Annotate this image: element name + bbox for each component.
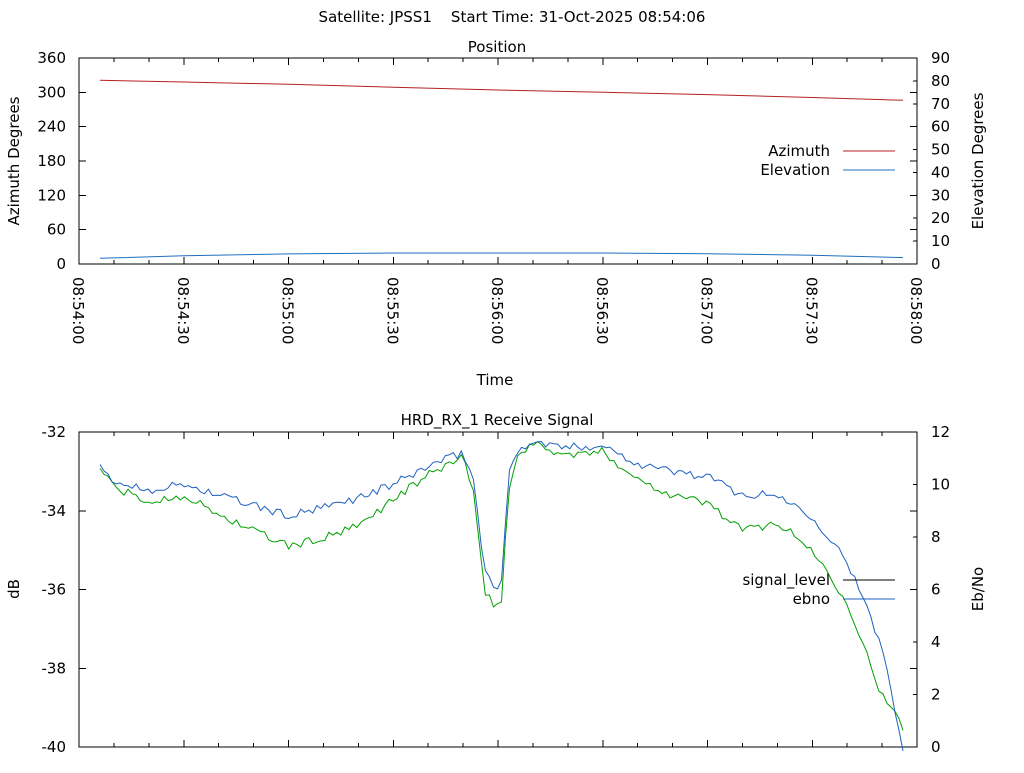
signal-plot-frame bbox=[78, 431, 918, 748]
position-y2-tick-label: 30 bbox=[931, 186, 950, 204]
position-x-tick-label: 08:56:00 bbox=[488, 277, 506, 344]
position-y2-axis: 0 10 20 30 40 50 60 70 80 90 bbox=[913, 49, 950, 273]
position-y-tick-label: 240 bbox=[37, 118, 66, 136]
position-y2-tick-label: 10 bbox=[931, 232, 950, 250]
signal-y2-tick-label: 4 bbox=[931, 633, 941, 651]
signal-series bbox=[99, 440, 904, 751]
signal-series-signal-level-line bbox=[99, 440, 904, 731]
position-y-tick-label: 180 bbox=[37, 152, 66, 170]
legend-signal-level-label: signal_level bbox=[742, 571, 830, 590]
position-x-label: Time bbox=[476, 371, 514, 389]
legend-ebno-label: ebno bbox=[793, 590, 830, 608]
position-x-tick-label: 08:57:00 bbox=[698, 277, 716, 344]
position-y-axis: 0 60 120 180 240 300 360 bbox=[37, 49, 917, 273]
position-x-tick-label: 08:55:30 bbox=[383, 277, 401, 344]
position-y2-tick-label: 60 bbox=[931, 118, 950, 136]
signal-x-axis bbox=[78, 432, 918, 747]
signal-y-tick-label: -34 bbox=[42, 502, 67, 520]
position-series bbox=[99, 79, 904, 259]
signal-y-label: dB bbox=[5, 579, 23, 599]
position-series-elevation-line bbox=[99, 252, 904, 259]
signal-legend: signal_level ebno bbox=[742, 571, 895, 608]
signal-y-tick-label: -32 bbox=[42, 423, 67, 441]
position-y2-tick-label: 40 bbox=[931, 163, 950, 181]
position-y-tick-label: 120 bbox=[37, 186, 66, 204]
position-x-tick-label: 08:54:00 bbox=[69, 277, 87, 344]
position-chart: Position Azimuth Degrees Elevation Degre… bbox=[5, 38, 987, 389]
signal-y2-tick-label: 6 bbox=[931, 581, 941, 599]
position-x-tick-label: 08:58:00 bbox=[907, 277, 925, 344]
signal-y2-tick-label: 8 bbox=[931, 528, 941, 546]
position-x-tick-label: 08:56:30 bbox=[593, 277, 611, 344]
position-y2-tick-label: 0 bbox=[931, 255, 941, 273]
position-y-tick-label: 0 bbox=[56, 255, 66, 273]
position-legend: Azimuth Elevation bbox=[760, 142, 895, 179]
signal-y-tick-label: -40 bbox=[42, 738, 67, 756]
position-y-tick-label: 360 bbox=[37, 49, 66, 67]
page-header: Satellite: JPSS1 Start Time: 31-Oct-2025… bbox=[319, 8, 706, 26]
signal-y2-tick-label: 12 bbox=[931, 423, 950, 441]
signal-y2-tick-label: 2 bbox=[931, 686, 941, 704]
position-y2-tick-label: 70 bbox=[931, 95, 950, 113]
signal-y-tick-label: -38 bbox=[42, 659, 67, 677]
position-y2-label: Elevation Degrees bbox=[969, 92, 987, 229]
legend-azimuth-label: Azimuth bbox=[768, 142, 830, 160]
position-title: Position bbox=[468, 38, 526, 56]
position-x-axis: 08:54:00 08:54:30 08:55:00 08:55:30 08:56:00… bbox=[69, 58, 925, 344]
position-y-tick-label: 300 bbox=[37, 83, 66, 101]
position-x-tick-label: 08:54:30 bbox=[174, 277, 192, 344]
position-series-azimuth-line bbox=[99, 79, 904, 101]
signal-y-tick-label: -36 bbox=[42, 581, 67, 599]
signal-y-axis: -40 -38 -36 -34 -32 bbox=[42, 423, 917, 756]
position-y2-tick-label: 80 bbox=[931, 72, 950, 90]
signal-y2-axis: 0 2 4 6 8 10 12 bbox=[913, 423, 950, 756]
position-y-label: Azimuth Degrees bbox=[5, 96, 23, 225]
legend-elevation-label: Elevation bbox=[760, 161, 830, 179]
signal-y2-tick-label: 10 bbox=[931, 476, 950, 494]
position-x-tick-label: 08:57:30 bbox=[802, 277, 820, 344]
position-y2-tick-label: 90 bbox=[931, 49, 950, 67]
position-y-tick-label: 60 bbox=[47, 221, 66, 239]
position-y2-tick-label: 50 bbox=[931, 141, 950, 159]
signal-chart: HRD_RX_1 Receive Signal dB Eb/No -40-38-… bbox=[5, 411, 987, 756]
signal-series-ebno-line bbox=[99, 441, 904, 751]
signal-y2-label: Eb/No bbox=[969, 567, 987, 611]
signal-title: HRD_RX_1 Receive Signal bbox=[401, 411, 594, 430]
position-y2-tick-label: 20 bbox=[931, 209, 950, 227]
position-x-tick-label: 08:55:00 bbox=[279, 277, 297, 344]
signal-y2-tick-label: 0 bbox=[931, 738, 941, 756]
